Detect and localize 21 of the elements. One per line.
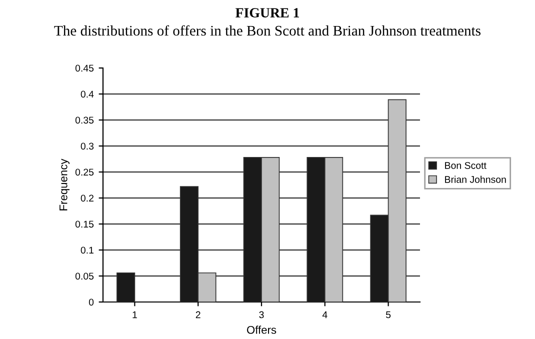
y-tick-label: 0.35 [75, 116, 94, 124]
chart-title: FIGURE 1 [236, 8, 299, 18]
y-tick-label: 0.25 [75, 168, 94, 176]
x-axis-title: Offers [247, 326, 276, 334]
y-tick-label: 0.45 [75, 64, 94, 72]
y-tick-label: 0.1 [80, 246, 94, 254]
y-tick-label: 0.4 [80, 90, 94, 98]
x-tick-label: 1 [132, 311, 137, 318]
chart-subtitle: The distributions of offers in the Bon Scott and Brian Johnson treatments [54, 25, 480, 36]
x-tick-label: 3 [259, 311, 264, 318]
y-tick-label: 0 [88, 298, 94, 306]
legend-label: Brian Johnson [445, 176, 506, 183]
y-tick-label: 0.2 [80, 194, 94, 202]
y-tick-label: 0.3 [80, 142, 94, 150]
x-tick-label: 4 [322, 311, 328, 318]
y-tick-label: 0.15 [75, 220, 94, 228]
y-axis-title: Frequency [60, 158, 70, 210]
x-tick-label: 2 [196, 311, 200, 318]
y-tick-label: 0.05 [75, 272, 94, 280]
x-tick-label: 5 [386, 311, 391, 318]
legend-label: Bon Scott [445, 162, 486, 169]
